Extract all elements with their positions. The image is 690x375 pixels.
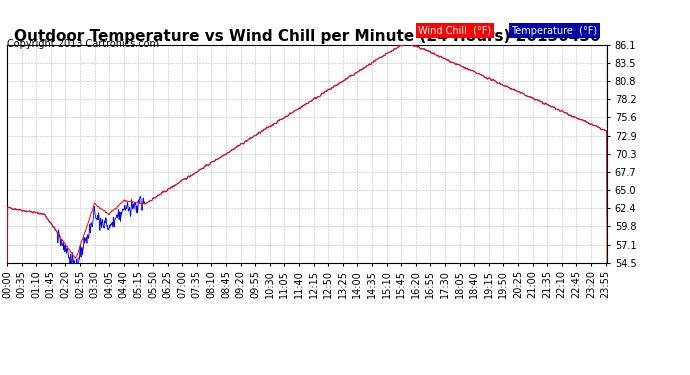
Text: Temperature  (°F): Temperature (°F): [511, 26, 598, 36]
Title: Outdoor Temperature vs Wind Chill per Minute (24 Hours) 20130430: Outdoor Temperature vs Wind Chill per Mi…: [14, 29, 600, 44]
Text: Copyright 2013 Cartronics.com: Copyright 2013 Cartronics.com: [7, 39, 159, 50]
Text: Wind Chill  (°F): Wind Chill (°F): [418, 26, 491, 36]
